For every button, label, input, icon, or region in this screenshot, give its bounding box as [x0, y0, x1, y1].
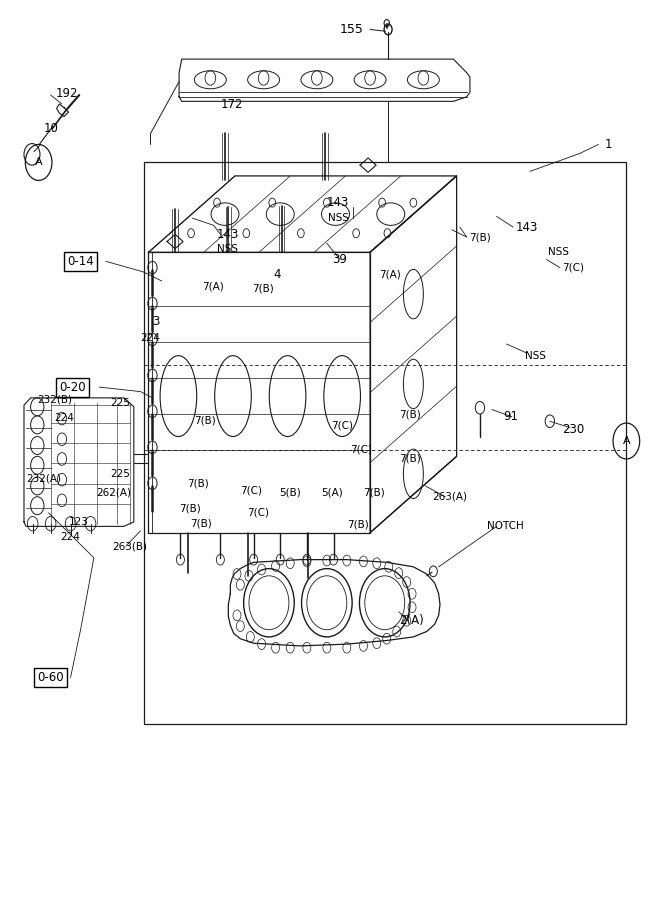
Text: NSS: NSS [548, 248, 570, 257]
Text: 0-20: 0-20 [59, 381, 86, 393]
Text: 7(B): 7(B) [187, 478, 209, 488]
Text: 224: 224 [54, 412, 74, 423]
Text: 225: 225 [111, 399, 130, 409]
Text: 263(A): 263(A) [432, 491, 467, 501]
Text: NSS: NSS [217, 244, 238, 254]
Text: 224: 224 [141, 333, 160, 343]
Text: 7(B): 7(B) [364, 487, 386, 497]
Text: 7(A): 7(A) [201, 282, 223, 292]
Text: 7(B): 7(B) [179, 503, 201, 513]
Text: A: A [622, 436, 630, 446]
Text: 7(B): 7(B) [193, 415, 215, 426]
Text: 91: 91 [503, 410, 518, 423]
Text: 192: 192 [55, 86, 78, 100]
Text: 0-60: 0-60 [37, 670, 64, 684]
Text: 143: 143 [326, 196, 349, 210]
Text: NSS: NSS [327, 213, 349, 223]
Text: 224: 224 [61, 532, 81, 542]
Text: 123: 123 [69, 517, 89, 526]
Text: 230: 230 [562, 423, 584, 436]
Text: 7(B): 7(B) [399, 454, 420, 464]
Text: 7(C): 7(C) [240, 485, 262, 495]
Text: 7(C): 7(C) [247, 508, 269, 518]
Text: 5(A): 5(A) [321, 487, 344, 497]
Text: 3: 3 [153, 315, 160, 328]
Text: 1: 1 [604, 138, 612, 151]
Text: 7(B): 7(B) [470, 232, 491, 242]
Text: 155: 155 [340, 22, 364, 36]
Text: 5(B): 5(B) [279, 487, 301, 497]
Text: NSS: NSS [525, 351, 546, 361]
Text: 7(B): 7(B) [252, 284, 274, 293]
Text: 7(B): 7(B) [347, 519, 369, 529]
Text: NOTCH: NOTCH [487, 521, 524, 531]
Text: 7(C): 7(C) [350, 445, 372, 455]
Text: 263(B): 263(B) [113, 541, 147, 551]
Text: 7(C): 7(C) [562, 263, 584, 273]
Text: 262(A): 262(A) [96, 487, 131, 497]
Text: 7(A): 7(A) [379, 270, 400, 280]
Text: 39: 39 [332, 253, 347, 266]
Text: 0-14: 0-14 [67, 255, 94, 268]
Bar [144, 162, 626, 724]
Text: 172: 172 [220, 97, 243, 111]
Text: 10: 10 [44, 122, 59, 135]
Text: 232(B): 232(B) [37, 395, 72, 405]
Text: 2(A): 2(A) [399, 614, 424, 627]
Text: 7(C): 7(C) [331, 420, 353, 431]
Text: 143: 143 [217, 228, 239, 241]
Text: 7(B): 7(B) [190, 518, 212, 528]
Text: 232(A): 232(A) [26, 473, 61, 484]
Text: 225: 225 [111, 469, 130, 480]
Text: 7(B): 7(B) [399, 410, 420, 419]
Text: A: A [35, 158, 43, 167]
Text: 143: 143 [515, 220, 538, 234]
Text: 4: 4 [273, 268, 281, 282]
